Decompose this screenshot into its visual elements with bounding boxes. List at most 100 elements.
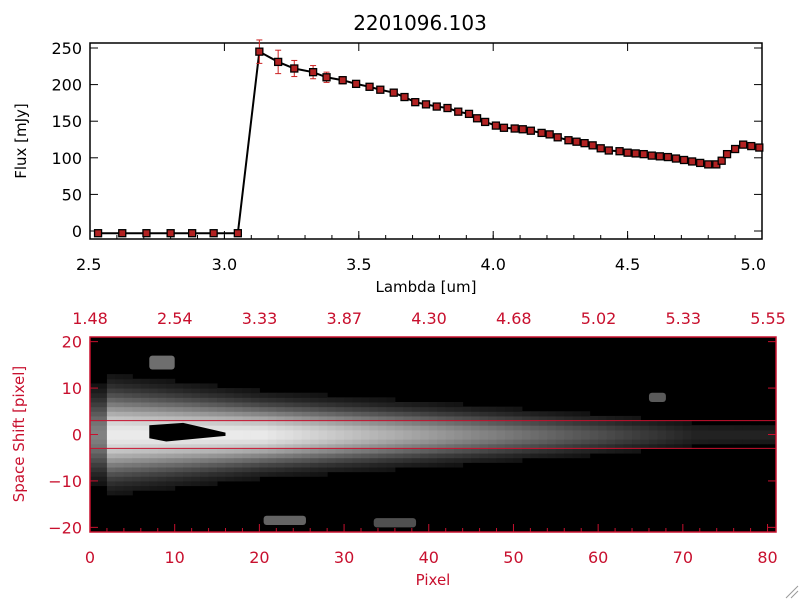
image-cell: [242, 476, 252, 482]
image-cell: [267, 453, 277, 459]
image-cell: [123, 397, 133, 403]
image-cell: [386, 457, 396, 463]
image-cell: [90, 453, 99, 459]
image-cell: [606, 439, 616, 445]
image-cell: [90, 457, 99, 463]
image-cell: [462, 415, 472, 422]
image-cell: [513, 411, 523, 417]
image-cell: [233, 434, 243, 440]
image-cell: [183, 383, 193, 389]
image-cell: [90, 411, 99, 417]
image-cell: [293, 471, 303, 477]
image-cell: [106, 434, 116, 440]
data-point: [308, 68, 318, 77]
image-cell: [166, 467, 176, 473]
image-cell: [318, 392, 328, 398]
image-cell: [225, 471, 235, 477]
image-cell: [759, 425, 769, 431]
image-cell: [132, 378, 142, 384]
image-cell: [225, 439, 235, 445]
data-point: [322, 73, 331, 82]
image-cell: [191, 471, 201, 477]
image-cell: [140, 425, 150, 431]
image-cell: [394, 453, 404, 459]
image-cell: [581, 439, 591, 445]
image-cell: [90, 429, 99, 435]
image-cell: [479, 448, 489, 454]
image-cell: [428, 429, 438, 435]
image-cell: [479, 429, 489, 435]
image-cell: [106, 374, 116, 380]
image-cell: [530, 448, 540, 454]
image-cell: [377, 397, 387, 403]
image-cell: [394, 420, 404, 426]
image-cell: [691, 425, 701, 431]
image-cell: [369, 397, 379, 403]
image-cell: [454, 434, 464, 440]
image-cell: [310, 448, 320, 454]
image-cell: [123, 420, 133, 426]
image-cell: [106, 467, 116, 473]
image-cell: [157, 443, 167, 449]
image-cell: [293, 429, 303, 435]
data-point: [142, 229, 151, 238]
image-panel: 1.48 2.54 3.33 3.87 4.30 4.68 5.02 5.33 5.55 201…: [10, 309, 786, 589]
image-y-tick-label: 20: [62, 333, 82, 352]
image-cell: [564, 420, 574, 426]
image-cell: [420, 453, 430, 459]
image-cell: [564, 453, 574, 459]
image-cell: [301, 434, 311, 440]
image-cell: [318, 429, 328, 435]
image-cell: [242, 443, 252, 449]
image-cell: [183, 397, 193, 403]
image-cell: [242, 453, 252, 459]
image-cell: [572, 415, 582, 422]
image-cell: [90, 402, 99, 408]
image-cell: [242, 392, 252, 398]
image-cell: [377, 415, 387, 422]
image-cell: [166, 448, 176, 454]
image-cell: [191, 415, 201, 422]
image-x-tick-label: 50: [503, 548, 523, 567]
image-cell: [106, 476, 116, 482]
image-cell: [716, 434, 726, 440]
image-cell: [589, 434, 599, 440]
image-cell: [564, 434, 574, 440]
image-cell: [318, 453, 328, 459]
image-cell: [310, 402, 320, 408]
resize-grip-icon[interactable]: [785, 585, 799, 599]
image-cell: [335, 425, 345, 431]
image-cell: [301, 471, 311, 477]
image-cell: [132, 457, 142, 463]
image-cell: [428, 415, 438, 422]
image-cell: [377, 443, 387, 449]
image-cell: [530, 429, 540, 435]
image-cell: [149, 397, 159, 403]
image-cell: [115, 448, 125, 454]
image-cell: [530, 439, 540, 445]
image-cell: [665, 425, 675, 431]
image-cell: [267, 420, 277, 426]
image-cell: [123, 490, 133, 496]
image-cell: [200, 388, 210, 394]
image-cell: [284, 429, 294, 435]
image-cell: [716, 439, 726, 445]
data-point: [464, 109, 474, 119]
image-cell: [496, 439, 506, 445]
image-cell: [445, 434, 455, 440]
image-cell: [420, 420, 430, 426]
image-cell: [98, 420, 108, 426]
image-cell: [90, 415, 99, 422]
image-cell: [327, 462, 337, 468]
image-cell: [640, 429, 650, 435]
image-cell: [242, 411, 252, 417]
image-cell: [547, 434, 557, 440]
image-cell: [276, 443, 286, 449]
image-cell: [420, 415, 430, 422]
image-cell: [217, 388, 227, 394]
image-cell: [115, 383, 125, 389]
image-cell: [327, 411, 337, 417]
image-cell: [250, 457, 260, 463]
image-cell: [250, 476, 260, 482]
image-cell: [572, 434, 582, 440]
